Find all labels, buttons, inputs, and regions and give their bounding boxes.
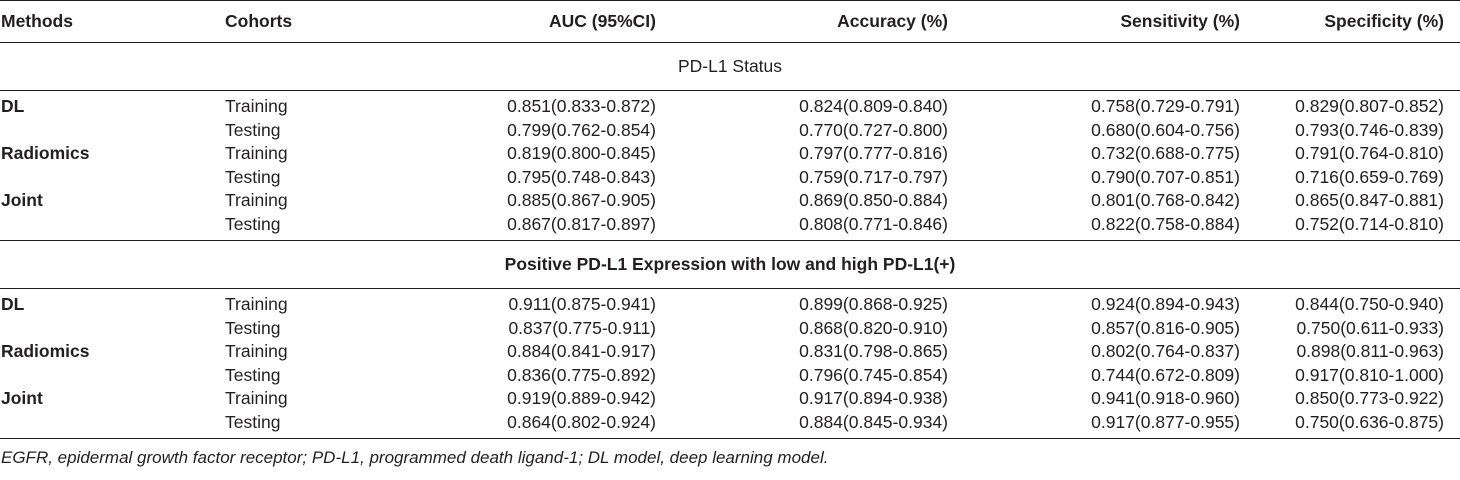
accuracy-cell: 0.770(0.727-0.800): [799, 119, 948, 140]
sensitivity-cell: 0.732(0.688-0.775): [1091, 143, 1240, 163]
method-cell: Joint: [1, 388, 43, 408]
auc-cell: 0.919(0.889-0.942): [507, 388, 656, 408]
method-cell: [0, 317, 222, 341]
accuracy-cell: 0.796(0.745-0.854): [799, 364, 948, 385]
accuracy-cell: 0.831(0.798-0.865): [799, 341, 948, 361]
accuracy-cell: 0.899(0.868-0.925): [799, 294, 948, 314]
specificity-cell: 0.750(0.611-0.933): [1296, 317, 1444, 338]
header-sensitivity: Sensitivity (%): [964, 0, 1256, 43]
table-row: Testing 0.799(0.762-0.854) 0.770(0.727-0.8…: [0, 119, 1460, 143]
table-row: DL Training 0.911(0.875-0.941) 0.899(0.868-…: [0, 289, 1460, 317]
header-auc: AUC (95%CI): [402, 0, 672, 43]
sensitivity-cell: 0.857(0.816-0.905): [1091, 317, 1240, 338]
table-row: Radiomics Training 0.884(0.841-0.917) 0.831…: [0, 340, 1460, 364]
cohort-cell: Testing: [225, 364, 281, 385]
cohort-cell: Training: [225, 341, 288, 361]
sensitivity-cell: 0.758(0.729-0.791): [1091, 96, 1240, 116]
auc-cell: 0.799(0.762-0.854): [507, 119, 656, 140]
method-cell: [0, 410, 222, 439]
accuracy-cell: 0.759(0.717-0.797): [799, 166, 948, 187]
auc-cell: 0.867(0.817-0.897): [402, 212, 672, 241]
auc-cell: 0.864(0.802-0.924): [402, 410, 672, 439]
specificity-cell: 0.917(0.810-1.000): [1295, 364, 1444, 385]
accuracy-cell: 0.868(0.820-0.910): [799, 317, 948, 338]
section-header-row: Positive PD-L1 Expression with low and h…: [0, 240, 1460, 289]
sensitivity-cell: 0.941(0.918-0.960): [1091, 388, 1240, 408]
table-row: Testing 0.837(0.775-0.911) 0.868(0.820-0.9…: [0, 317, 1460, 341]
sensitivity-cell: 0.801(0.768-0.842): [1091, 190, 1240, 210]
auc-cell: 0.851(0.833-0.872): [507, 96, 656, 116]
auc-cell: 0.884(0.841-0.917): [507, 341, 656, 361]
specificity-cell: 0.793(0.746-0.839): [1295, 119, 1444, 140]
table-row: Testing 0.864(0.802-0.924) 0.884(0.845-0.9…: [0, 410, 1460, 439]
table-row: Testing 0.867(0.817-0.897) 0.808(0.771-0.8…: [0, 212, 1460, 241]
header-specificity: Specificity (%): [1256, 0, 1460, 43]
sensitivity-cell: 0.802(0.764-0.837): [1091, 341, 1240, 361]
method-cell: Joint: [1, 190, 43, 210]
accuracy-cell: 0.808(0.771-0.846): [672, 212, 964, 241]
header-row: Methods Cohorts AUC (95%CI) Accuracy (%)…: [0, 0, 1460, 43]
sensitivity-cell: 0.790(0.707-0.851): [1091, 166, 1240, 187]
cohort-cell: Training: [225, 96, 288, 116]
specificity-cell: 0.844(0.750-0.940): [1295, 294, 1444, 314]
cohort-cell: Testing: [222, 410, 402, 439]
cohort-cell: Testing: [225, 317, 281, 338]
method-cell: DL: [1, 96, 25, 116]
specificity-cell: 0.752(0.714-0.810): [1256, 212, 1460, 241]
method-cell: Radiomics: [1, 341, 90, 361]
auc-cell: 0.911(0.875-0.941): [508, 294, 656, 314]
specificity-cell: 0.850(0.773-0.922): [1295, 388, 1444, 408]
auc-cell: 0.837(0.775-0.911): [508, 317, 656, 338]
results-table: Methods Cohorts AUC (95%CI) Accuracy (%)…: [0, 0, 1460, 439]
accuracy-cell: 0.797(0.777-0.816): [799, 143, 948, 163]
accuracy-cell: 0.884(0.845-0.934): [672, 410, 964, 439]
cohort-cell: Training: [225, 294, 288, 314]
method-cell: [0, 212, 222, 241]
sensitivity-cell: 0.822(0.758-0.884): [964, 212, 1256, 241]
cohort-cell: Training: [225, 143, 288, 163]
table-row: Radiomics Training 0.819(0.800-0.845) 0.797…: [0, 142, 1460, 166]
table-row: Testing 0.836(0.775-0.892) 0.796(0.745-0.8…: [0, 364, 1460, 388]
specificity-cell: 0.716(0.659-0.769): [1295, 166, 1444, 187]
table-row: Joint Training 0.885(0.867-0.905) 0.869(0.8…: [0, 189, 1460, 213]
sensitivity-cell: 0.744(0.672-0.809): [1091, 364, 1240, 385]
header-cohorts: Cohorts: [222, 0, 402, 43]
section-header-row: PD-L1 Status: [0, 42, 1460, 91]
specificity-cell: 0.829(0.807-0.852): [1295, 96, 1444, 116]
cohort-cell: Training: [225, 388, 288, 408]
header-methods: Methods: [0, 0, 222, 43]
table-row: Testing 0.795(0.748-0.843) 0.759(0.717-0.7…: [0, 166, 1460, 190]
footnote: EGFR, epidermal growth factor receptor; …: [1, 448, 829, 467]
auc-cell: 0.836(0.775-0.892): [507, 364, 656, 385]
auc-cell: 0.885(0.867-0.905): [507, 190, 656, 210]
accuracy-cell: 0.824(0.809-0.840): [799, 96, 948, 116]
accuracy-cell: 0.917(0.894-0.938): [799, 388, 948, 408]
section-title: Positive PD-L1 Expression with low and h…: [0, 240, 1460, 289]
header-accuracy: Accuracy (%): [672, 0, 964, 43]
accuracy-cell: 0.869(0.850-0.884): [799, 190, 948, 210]
specificity-cell: 0.750(0.636-0.875): [1256, 410, 1460, 439]
auc-cell: 0.795(0.748-0.843): [507, 166, 656, 187]
section-title: PD-L1 Status: [0, 42, 1460, 91]
cohort-cell: Testing: [225, 166, 281, 187]
method-cell: DL: [1, 294, 25, 314]
table-body: PD-L1 Status DL Training 0.851(0.833-0.872)…: [0, 42, 1460, 439]
specificity-cell: 0.791(0.764-0.810): [1295, 143, 1444, 163]
specificity-cell: 0.865(0.847-0.881): [1295, 190, 1444, 210]
method-cell: Radiomics: [1, 143, 90, 163]
table-row: Joint Training 0.919(0.889-0.942) 0.917(0.8…: [0, 387, 1460, 411]
method-cell: [0, 119, 222, 143]
cohort-cell: Training: [225, 190, 288, 210]
sensitivity-cell: 0.680(0.604-0.756): [1091, 119, 1240, 140]
specificity-cell: 0.898(0.811-0.963): [1296, 341, 1444, 361]
method-cell: [0, 166, 222, 190]
auc-cell: 0.819(0.800-0.845): [507, 143, 656, 163]
cohort-cell: Testing: [222, 212, 402, 241]
cohort-cell: Testing: [225, 119, 281, 140]
sensitivity-cell: 0.924(0.894-0.943): [1091, 294, 1240, 314]
method-cell: [0, 364, 222, 388]
sensitivity-cell: 0.917(0.877-0.955): [964, 410, 1256, 439]
table-row: DL Training 0.851(0.833-0.872) 0.824(0.809-…: [0, 91, 1460, 119]
